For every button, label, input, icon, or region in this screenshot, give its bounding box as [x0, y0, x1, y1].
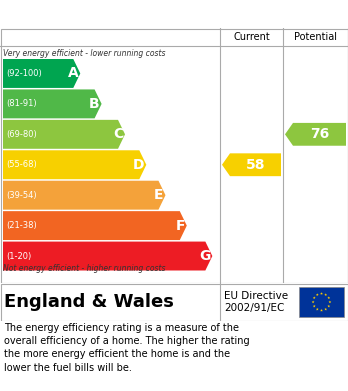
- Text: England & Wales: England & Wales: [4, 293, 174, 311]
- Polygon shape: [320, 309, 323, 312]
- Text: The energy efficiency rating is a measure of the
overall efficiency of a home. T: The energy efficiency rating is a measur…: [4, 323, 250, 373]
- Polygon shape: [3, 242, 212, 271]
- Text: (92-100): (92-100): [6, 69, 42, 78]
- Text: Potential: Potential: [294, 32, 337, 42]
- Text: F: F: [175, 219, 185, 233]
- Polygon shape: [312, 301, 315, 303]
- Text: 76: 76: [310, 127, 329, 141]
- Text: G: G: [199, 249, 210, 263]
- Text: A: A: [68, 66, 78, 81]
- Text: Current: Current: [233, 32, 270, 42]
- Text: D: D: [133, 158, 144, 172]
- Polygon shape: [329, 301, 331, 303]
- Text: (21-38): (21-38): [6, 221, 37, 230]
- Bar: [299, 287, 344, 317]
- Polygon shape: [3, 120, 125, 149]
- Text: Very energy efficient - lower running costs: Very energy efficient - lower running co…: [3, 49, 166, 58]
- Polygon shape: [313, 296, 316, 299]
- Polygon shape: [327, 305, 330, 307]
- Polygon shape: [313, 305, 316, 307]
- Text: (81-91): (81-91): [6, 99, 37, 108]
- Polygon shape: [3, 150, 146, 179]
- Text: Not energy efficient - higher running costs: Not energy efficient - higher running co…: [3, 264, 166, 273]
- Polygon shape: [324, 293, 327, 296]
- Text: (39-54): (39-54): [6, 191, 37, 200]
- Text: (1-20): (1-20): [6, 251, 31, 260]
- Text: 58: 58: [246, 158, 265, 172]
- Text: EU Directive
2002/91/EC: EU Directive 2002/91/EC: [224, 291, 288, 313]
- Polygon shape: [222, 153, 281, 176]
- Polygon shape: [3, 181, 166, 210]
- Polygon shape: [285, 123, 346, 146]
- Polygon shape: [3, 59, 80, 88]
- Text: E: E: [154, 188, 164, 202]
- Polygon shape: [3, 90, 102, 118]
- Polygon shape: [3, 211, 187, 240]
- Text: B: B: [89, 97, 100, 111]
- Polygon shape: [324, 308, 327, 310]
- Polygon shape: [316, 308, 319, 310]
- Text: C: C: [113, 127, 123, 141]
- Polygon shape: [320, 292, 323, 295]
- Text: Energy Efficiency Rating: Energy Efficiency Rating: [10, 7, 220, 22]
- Polygon shape: [316, 293, 319, 296]
- Polygon shape: [327, 296, 330, 299]
- Text: (55-68): (55-68): [6, 160, 37, 169]
- Text: (69-80): (69-80): [6, 130, 37, 139]
